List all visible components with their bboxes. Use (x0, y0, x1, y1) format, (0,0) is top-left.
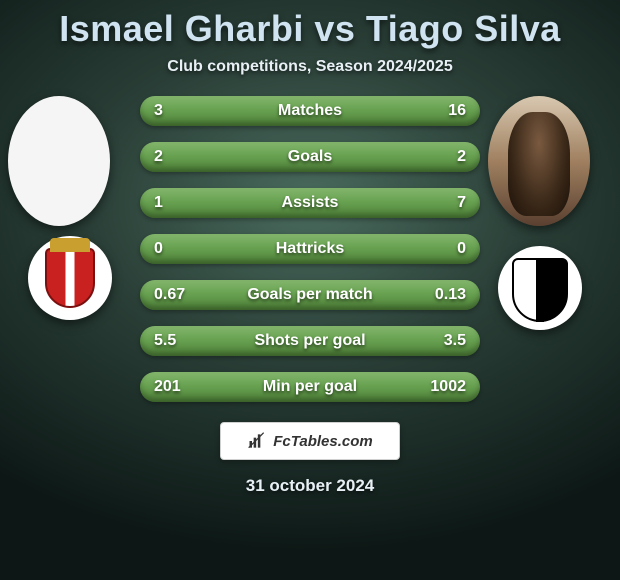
player-right-avatar (488, 96, 590, 226)
guimaraes-shield-icon (512, 258, 568, 318)
stat-right-value: 0 (457, 240, 466, 258)
stat-label: Shots per goal (254, 332, 365, 350)
page-title: Ismael Gharbi vs Tiago Silva (0, 8, 620, 50)
infographic-container: Ismael Gharbi vs Tiago Silva Club compet… (0, 0, 620, 580)
player-left-avatar (8, 96, 110, 226)
stat-bar: 2 Goals 2 (140, 142, 480, 172)
stat-bar: 3 Matches 16 (140, 96, 480, 126)
stat-label: Min per goal (263, 378, 357, 396)
stat-label: Hattricks (276, 240, 344, 258)
stat-left-value: 201 (154, 378, 181, 396)
stat-label: Assists (282, 194, 339, 212)
stat-right-value: 1002 (430, 378, 466, 396)
subtitle: Club competitions, Season 2024/2025 (0, 58, 620, 76)
stat-right-value: 16 (448, 102, 466, 120)
club-crest-right (498, 246, 582, 330)
braga-shield-icon (45, 248, 95, 308)
stat-left-value: 2 (154, 148, 163, 166)
stat-bar: 0 Hattricks 0 (140, 234, 480, 264)
date-text: 31 october 2024 (0, 476, 620, 496)
stat-right-value: 3.5 (444, 332, 466, 350)
stat-left-value: 0 (154, 240, 163, 258)
stat-bar: 201 Min per goal 1002 (140, 372, 480, 402)
stat-label: Goals (288, 148, 332, 166)
stat-left-value: 5.5 (154, 332, 176, 350)
stat-bar: 5.5 Shots per goal 3.5 (140, 326, 480, 356)
stat-left-value: 1 (154, 194, 163, 212)
fctables-logo: FcTables.com (220, 422, 400, 460)
logo-text: FcTables.com (273, 433, 372, 450)
stat-bar: 0.67 Goals per match 0.13 (140, 280, 480, 310)
stat-label: Goals per match (247, 286, 372, 304)
club-crest-left (28, 236, 112, 320)
stat-left-value: 0.67 (154, 286, 185, 304)
stat-bars: 3 Matches 16 2 Goals 2 1 Assists 7 0 Hat… (140, 96, 480, 418)
stat-left-value: 3 (154, 102, 163, 120)
stats-area: 3 Matches 16 2 Goals 2 1 Assists 7 0 Hat… (0, 96, 620, 416)
stat-right-value: 0.13 (435, 286, 466, 304)
stat-right-value: 2 (457, 148, 466, 166)
chart-icon (247, 431, 267, 451)
stat-bar: 1 Assists 7 (140, 188, 480, 218)
stat-label: Matches (278, 102, 342, 120)
stat-right-value: 7 (457, 194, 466, 212)
